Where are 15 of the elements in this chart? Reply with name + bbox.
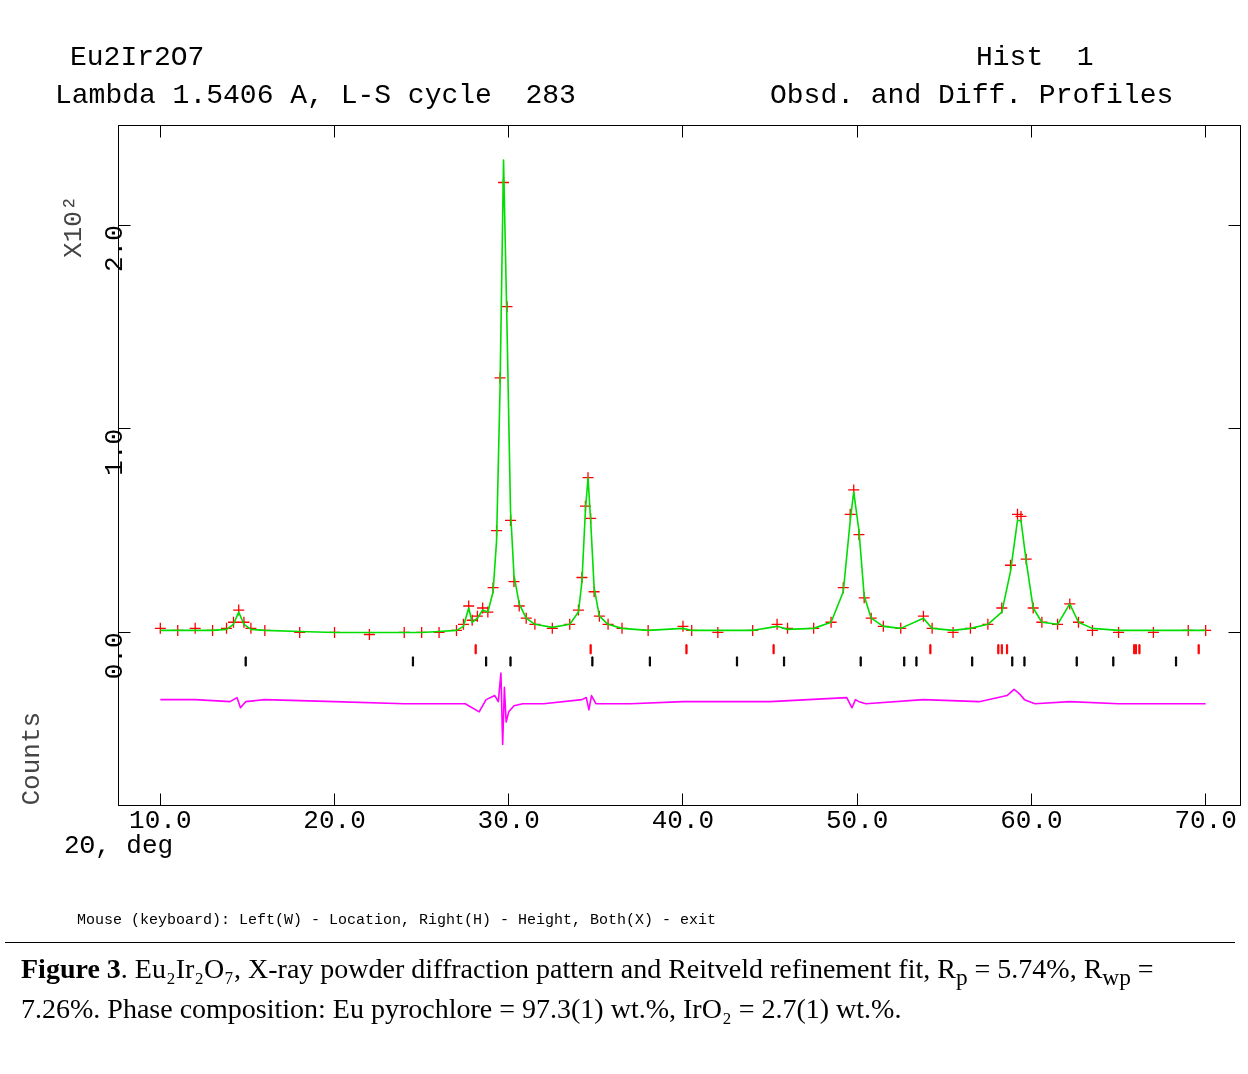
text: Hist 1 bbox=[976, 41, 1094, 75]
text: Mouse (keyboard): Left(W) - Location, Right(H) - Height, Both(X) - exit bbox=[76, 911, 717, 932]
x-tick-label: 40.0 bbox=[651, 805, 715, 836]
chart-title: Eu2Ir2O7 bbox=[70, 41, 205, 75]
text: X10² bbox=[58, 195, 89, 259]
x-axis-title: 2Θ, deg bbox=[63, 830, 174, 861]
text: Obsd. and Diff. Profiles bbox=[770, 79, 1174, 113]
x-tick-label: 20.0 bbox=[303, 805, 366, 836]
text: Figure 3. Eu₂Ir₂O₇, X-ray powder diffraction pattern and Reitveld refinement fit, R$_{p}$ = 5.74%, R$_{wp}$ = 7.26%. Phase composition: Eu pyrochlore = 97.3(1) wt.%, IrO₂ = 2.7(1) wt.%. bbox=[21, 952, 1154, 1025]
y-axis-title: Counts bbox=[16, 712, 47, 806]
chart-subtitle: Lambda 1.5406 A, L-S cycle 283 bbox=[55, 79, 576, 113]
x-tick-label: 30.0 bbox=[477, 805, 540, 836]
x-tick-label: 70.0 bbox=[1174, 805, 1237, 836]
x-tick-label: 50.0 bbox=[826, 805, 889, 836]
x-tick-label: 60.0 bbox=[1000, 805, 1063, 836]
